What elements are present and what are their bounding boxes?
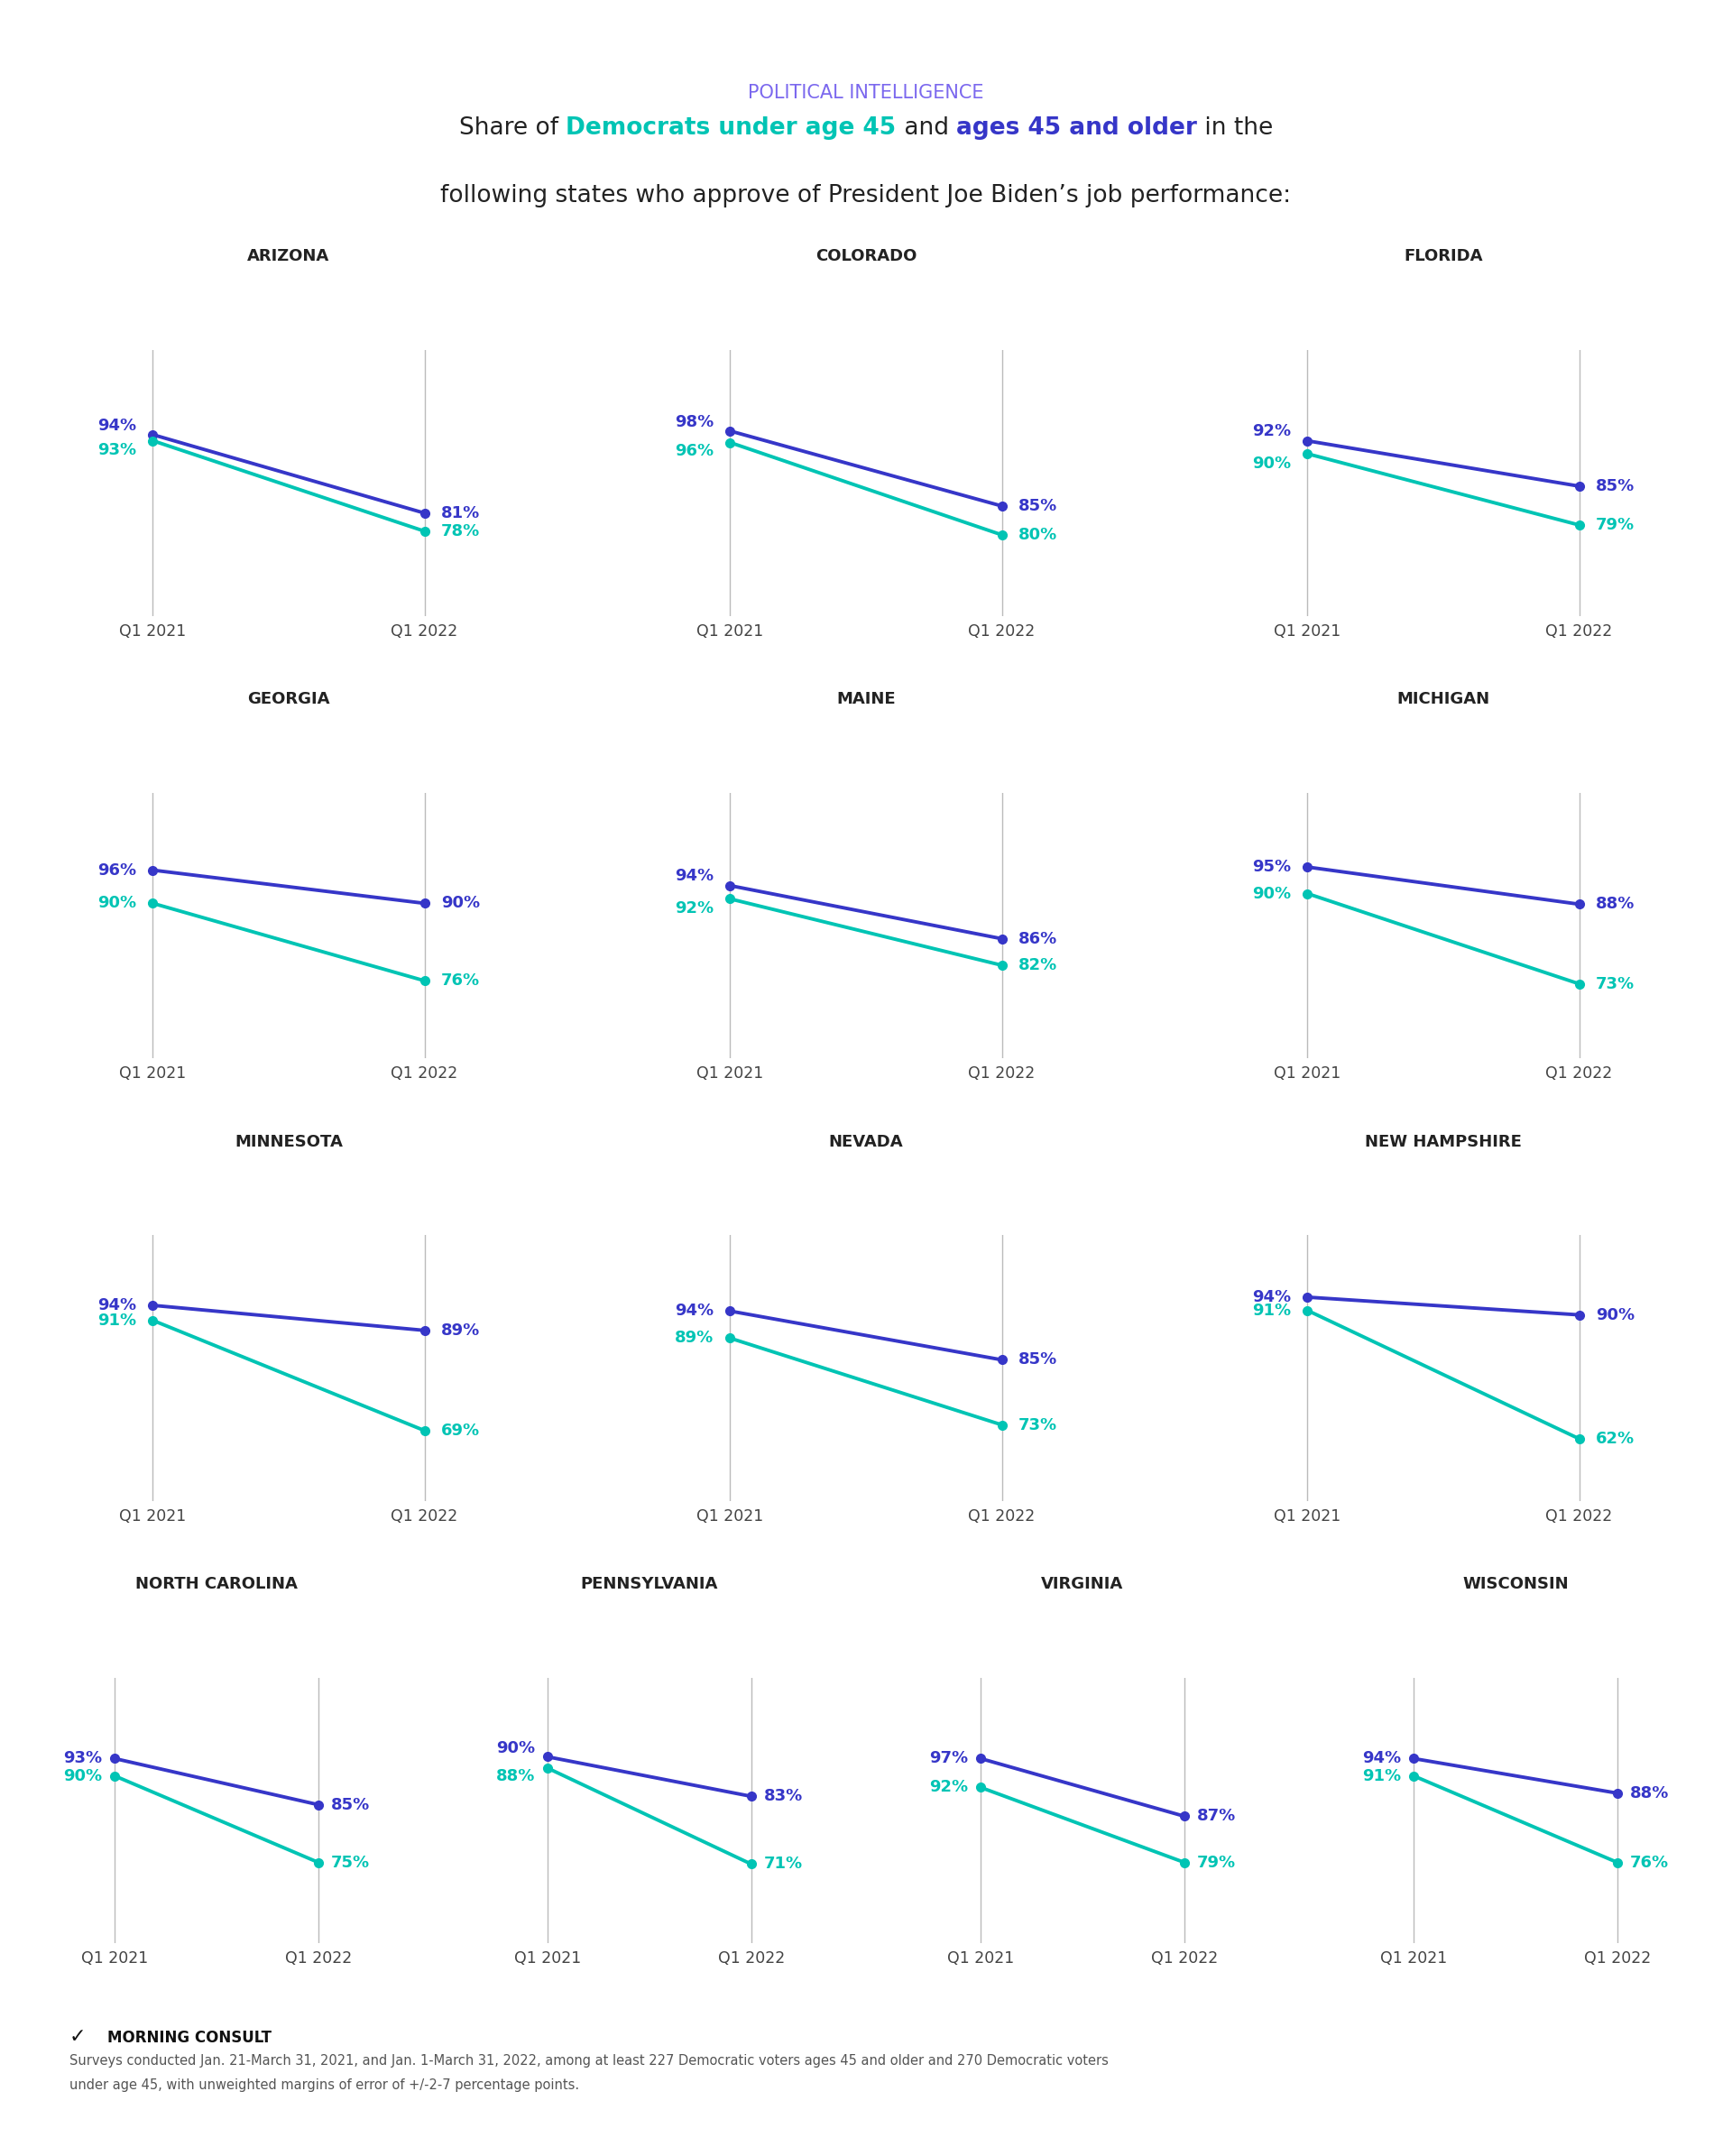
Text: POLITICAL INTELLIGENCE: POLITICAL INTELLIGENCE: [748, 84, 984, 101]
Text: 73%: 73%: [1595, 977, 1635, 992]
Text: NEVADA: NEVADA: [828, 1134, 904, 1149]
Text: 93%: 93%: [64, 1751, 102, 1766]
Text: NORTH CAROLINA: NORTH CAROLINA: [135, 1576, 298, 1593]
Text: 98%: 98%: [675, 414, 714, 431]
Text: 94%: 94%: [1363, 1751, 1401, 1766]
Text: 90%: 90%: [97, 895, 137, 912]
Text: 73%: 73%: [1018, 1416, 1057, 1434]
Text: FLORIDA: FLORIDA: [1405, 248, 1483, 265]
Text: 79%: 79%: [1197, 1854, 1235, 1871]
Text: 90%: 90%: [497, 1740, 535, 1757]
Text: 85%: 85%: [1018, 1352, 1057, 1367]
Text: 79%: 79%: [1595, 517, 1635, 533]
Text: 81%: 81%: [442, 505, 480, 522]
Text: 76%: 76%: [442, 972, 480, 990]
Text: ages 45 and older: ages 45 and older: [956, 116, 1197, 140]
Text: 88%: 88%: [497, 1768, 535, 1785]
Text: 94%: 94%: [675, 867, 714, 884]
Text: GEORGIA: GEORGIA: [248, 690, 329, 707]
Text: 92%: 92%: [675, 901, 714, 916]
Text: 90%: 90%: [442, 895, 480, 912]
Text: 93%: 93%: [97, 442, 137, 457]
Text: 91%: 91%: [1252, 1302, 1290, 1319]
Text: Share of: Share of: [459, 116, 566, 140]
Text: and: and: [895, 116, 956, 140]
Text: ARIZONA: ARIZONA: [248, 248, 329, 265]
Text: 87%: 87%: [1197, 1809, 1235, 1824]
Text: WISCONSIN: WISCONSIN: [1462, 1576, 1569, 1593]
Text: VIRGINIA: VIRGINIA: [1041, 1576, 1124, 1593]
Text: 82%: 82%: [1018, 957, 1057, 972]
Text: 96%: 96%: [675, 444, 714, 459]
Text: 90%: 90%: [64, 1768, 102, 1783]
Text: 76%: 76%: [1630, 1854, 1668, 1871]
Text: 78%: 78%: [442, 524, 480, 539]
Text: 92%: 92%: [930, 1779, 968, 1796]
Text: 71%: 71%: [764, 1856, 802, 1871]
Text: 62%: 62%: [1595, 1432, 1635, 1447]
Text: Democrats under age 45: Democrats under age 45: [566, 116, 895, 140]
Text: PENNSYLVANIA: PENNSYLVANIA: [580, 1576, 719, 1593]
Text: 85%: 85%: [1018, 498, 1057, 513]
Text: following states who approve of President Joe Biden’s job performance:: following states who approve of Presiden…: [440, 183, 1292, 207]
Text: 91%: 91%: [97, 1313, 137, 1328]
Text: 91%: 91%: [1363, 1768, 1401, 1783]
Text: 94%: 94%: [97, 418, 137, 433]
Text: 85%: 85%: [331, 1796, 369, 1813]
Text: 90%: 90%: [1252, 455, 1290, 472]
Text: Surveys conducted Jan. 21-March 31, 2021, and Jan. 1-March 31, 2022, among at le: Surveys conducted Jan. 21-March 31, 2021…: [69, 2055, 1108, 2068]
Text: 94%: 94%: [97, 1298, 137, 1313]
Text: 89%: 89%: [442, 1322, 480, 1339]
Text: MICHIGAN: MICHIGAN: [1396, 690, 1490, 707]
Text: 88%: 88%: [1630, 1785, 1668, 1800]
Text: COLORADO: COLORADO: [816, 248, 916, 265]
Text: 97%: 97%: [930, 1751, 968, 1766]
Text: 75%: 75%: [331, 1854, 369, 1871]
Text: 85%: 85%: [1595, 479, 1635, 494]
Text: 69%: 69%: [442, 1423, 480, 1438]
Text: 94%: 94%: [1252, 1289, 1290, 1304]
Text: 92%: 92%: [1252, 423, 1290, 440]
Text: 89%: 89%: [675, 1330, 714, 1345]
Text: 96%: 96%: [97, 862, 137, 877]
Text: 83%: 83%: [764, 1787, 802, 1805]
Text: 95%: 95%: [1252, 858, 1290, 875]
Text: MORNING CONSULT: MORNING CONSULT: [107, 2029, 272, 2046]
Text: 90%: 90%: [1595, 1307, 1635, 1324]
Text: under age 45, with unweighted margins of error of +/-2-7 percentage points.: under age 45, with unweighted margins of…: [69, 2078, 578, 2091]
Text: in the: in the: [1197, 116, 1273, 140]
Text: 86%: 86%: [1018, 931, 1057, 946]
Text: 80%: 80%: [1018, 526, 1057, 543]
Text: 94%: 94%: [675, 1302, 714, 1319]
Text: 90%: 90%: [1252, 886, 1290, 901]
Text: ✓: ✓: [69, 2029, 87, 2046]
Text: NEW HAMPSHIRE: NEW HAMPSHIRE: [1365, 1134, 1522, 1149]
Text: 88%: 88%: [1595, 897, 1635, 912]
Text: MAINE: MAINE: [837, 690, 895, 707]
Text: MINNESOTA: MINNESOTA: [234, 1134, 343, 1149]
